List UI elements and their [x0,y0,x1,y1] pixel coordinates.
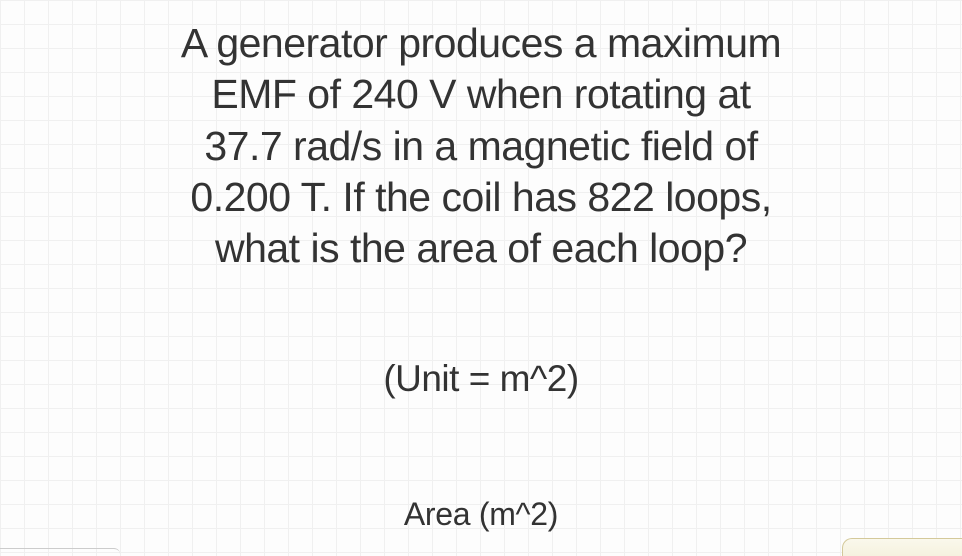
answer-label: Area (m^2) [0,496,962,533]
problem-line-5: what is the area of each loop? [0,223,962,274]
problem-line-2: EMF of 240 V when rotating at [0,69,962,120]
unit-hint: (Unit = m^2) [0,358,962,400]
problem-line-3: 37.7 rad/s in a magnetic field of [0,121,962,172]
problem-statement: A generator produces a maximum EMF of 24… [0,18,962,274]
input-edge-left [0,548,120,556]
problem-line-4: 0.200 T. If the coil has 822 loops, [0,172,962,223]
input-edge-right[interactable] [842,538,962,556]
problem-line-1: A generator produces a maximum [0,18,962,69]
